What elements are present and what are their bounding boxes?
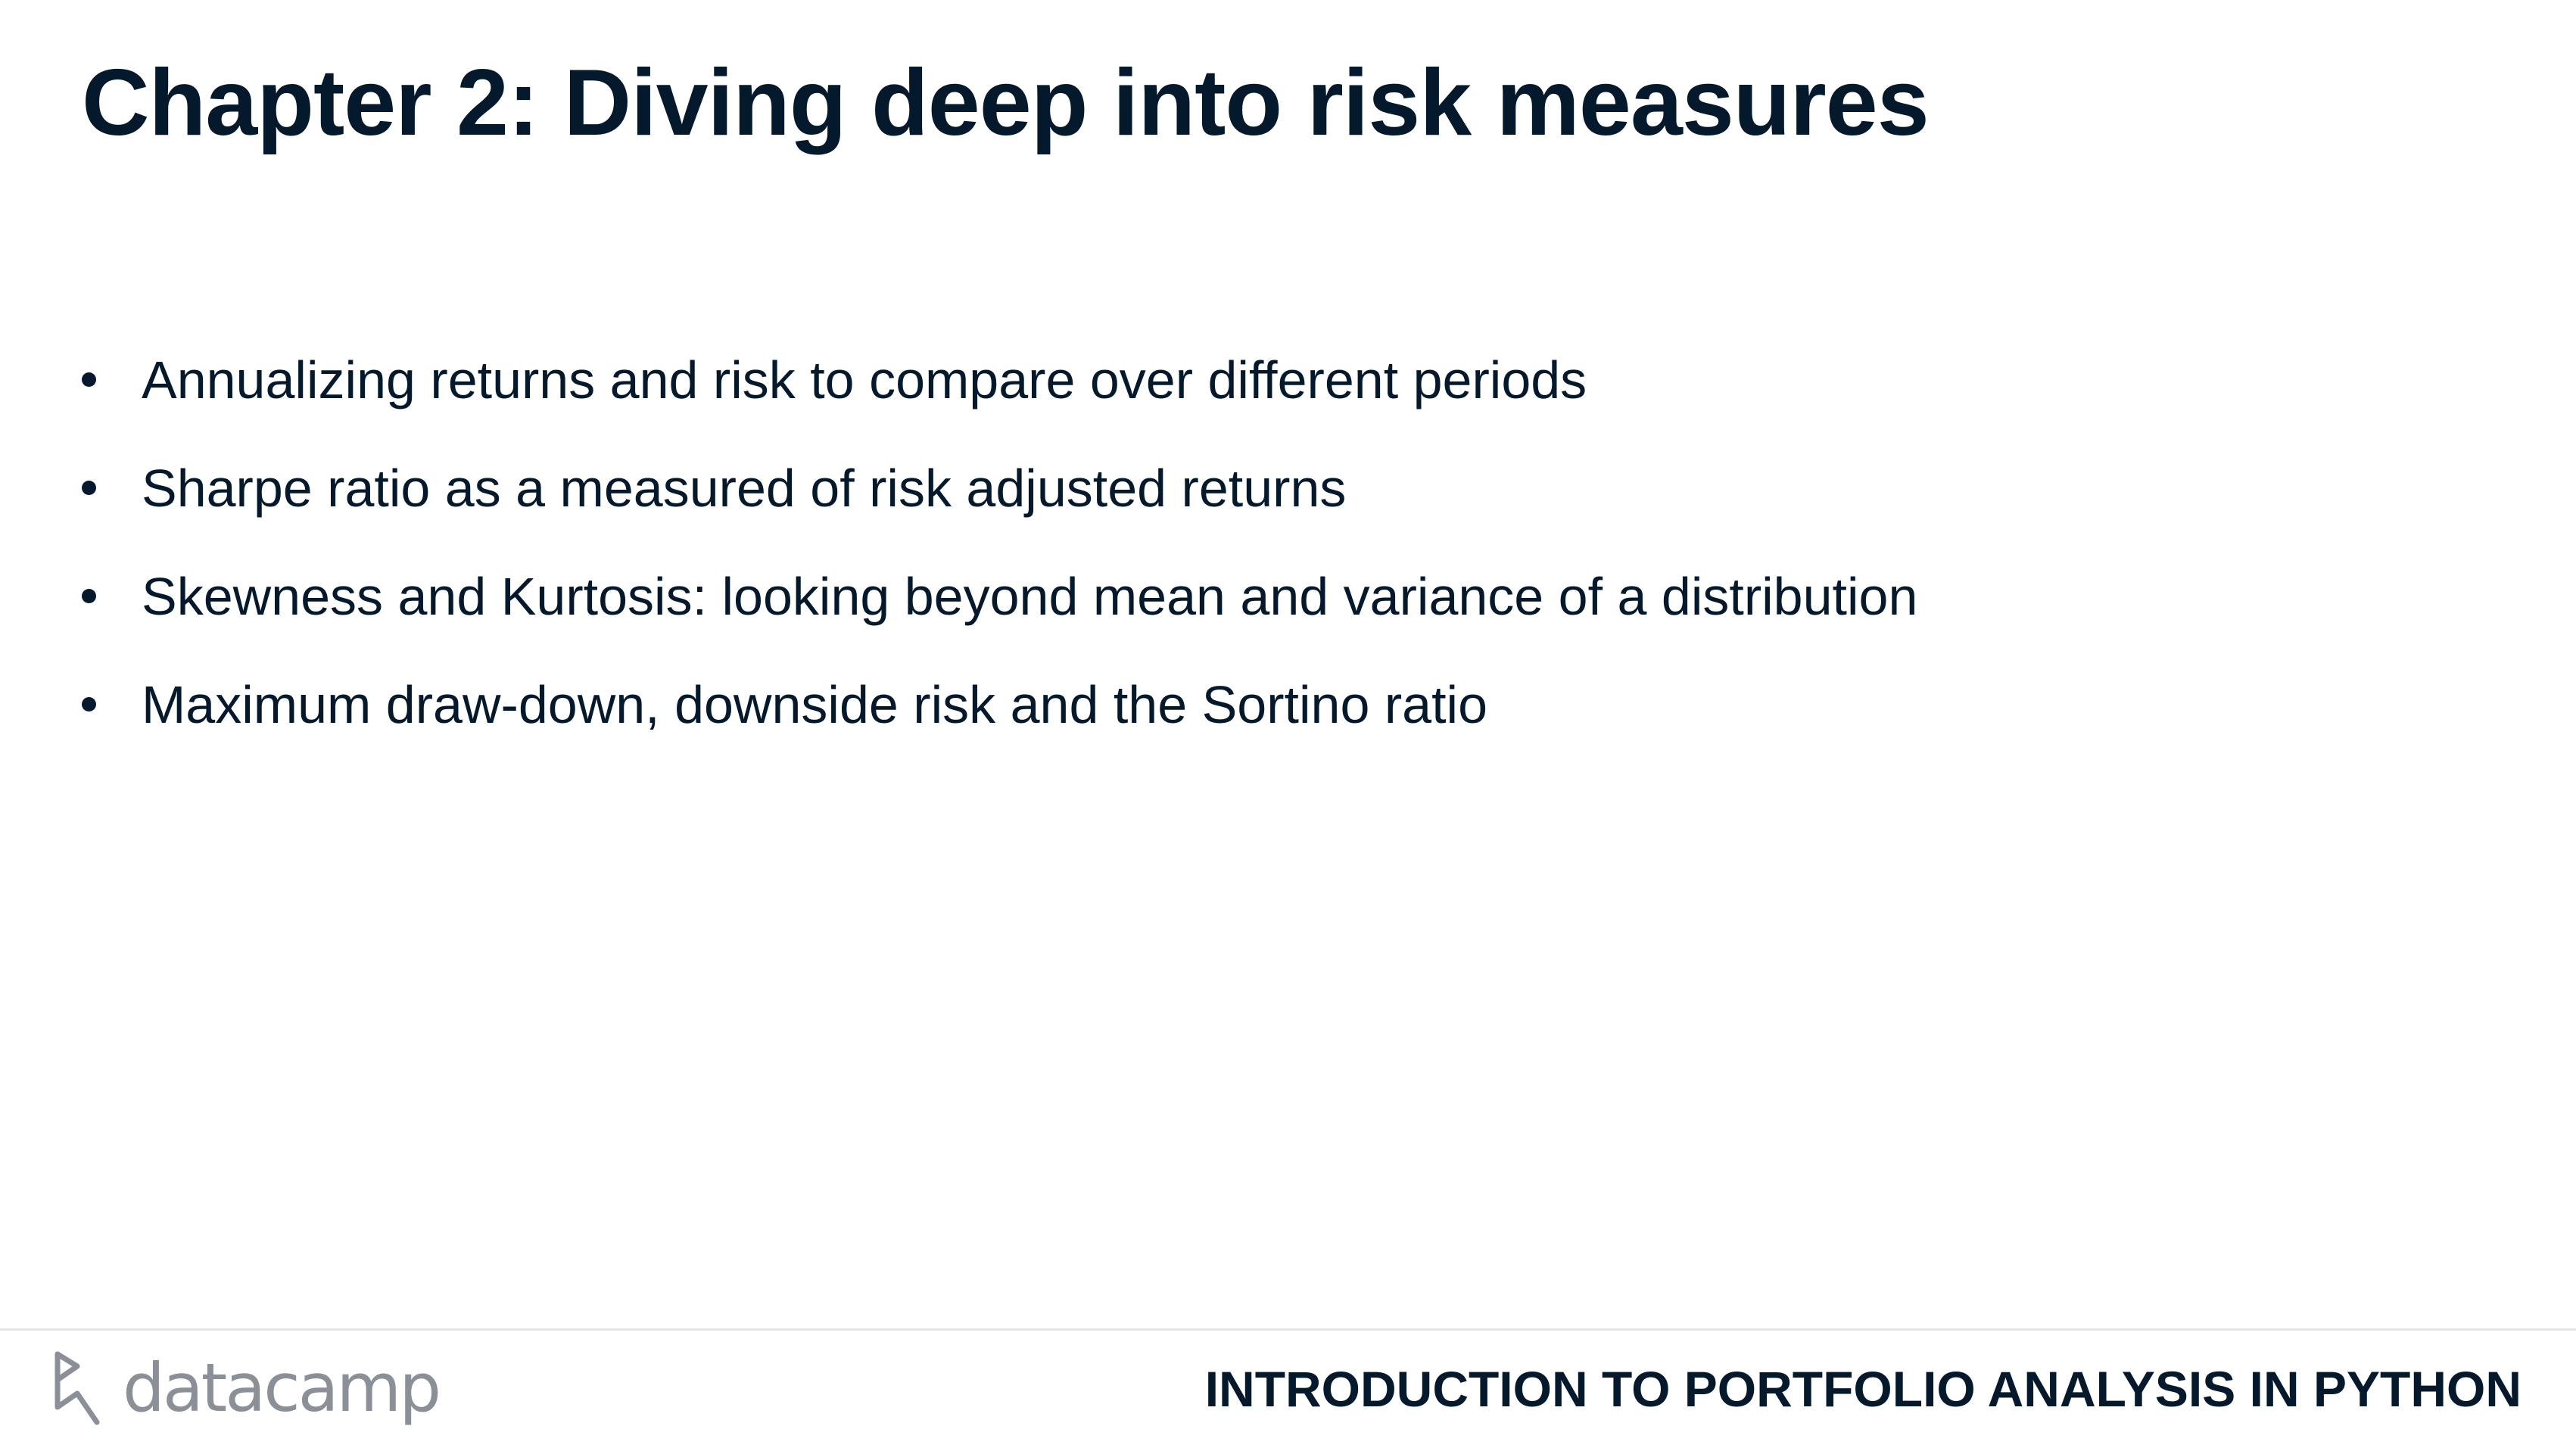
bullet-item: Skewness and Kurtosis: looking beyond me… xyxy=(82,542,1917,650)
bullet-text: Sharpe ratio as a measured of risk adjus… xyxy=(142,458,1347,518)
bullet-item: Sharpe ratio as a measured of risk adjus… xyxy=(82,434,1917,542)
bullet-dot-icon xyxy=(82,697,96,711)
bullet-item: Maximum draw-down, downside risk and the… xyxy=(82,650,1917,758)
bullet-text: Skewness and Kurtosis: looking beyond me… xyxy=(142,566,1918,626)
slide-title: Chapter 2: Diving deep into risk measure… xyxy=(82,51,1930,155)
bullet-dot-icon xyxy=(82,589,96,603)
bullet-text: Maximum draw-down, downside risk and the… xyxy=(142,674,1487,734)
bullet-item: Annualizing returns and risk to compare … xyxy=(82,325,1917,434)
footer-divider xyxy=(0,1328,2576,1331)
bullet-dot-icon xyxy=(82,372,96,387)
course-title: INTRODUCTION TO PORTFOLIO ANALYSIS IN PY… xyxy=(1204,1361,2521,1417)
datacamp-logo: datacamp xyxy=(51,1349,441,1428)
bullet-dot-icon xyxy=(82,481,96,495)
bullet-text: Annualizing returns and risk to compare … xyxy=(142,350,1587,409)
bullet-list: Annualizing returns and risk to compare … xyxy=(82,325,1917,758)
datacamp-logo-text: datacamp xyxy=(123,1349,441,1427)
datacamp-logo-icon xyxy=(55,1351,100,1425)
